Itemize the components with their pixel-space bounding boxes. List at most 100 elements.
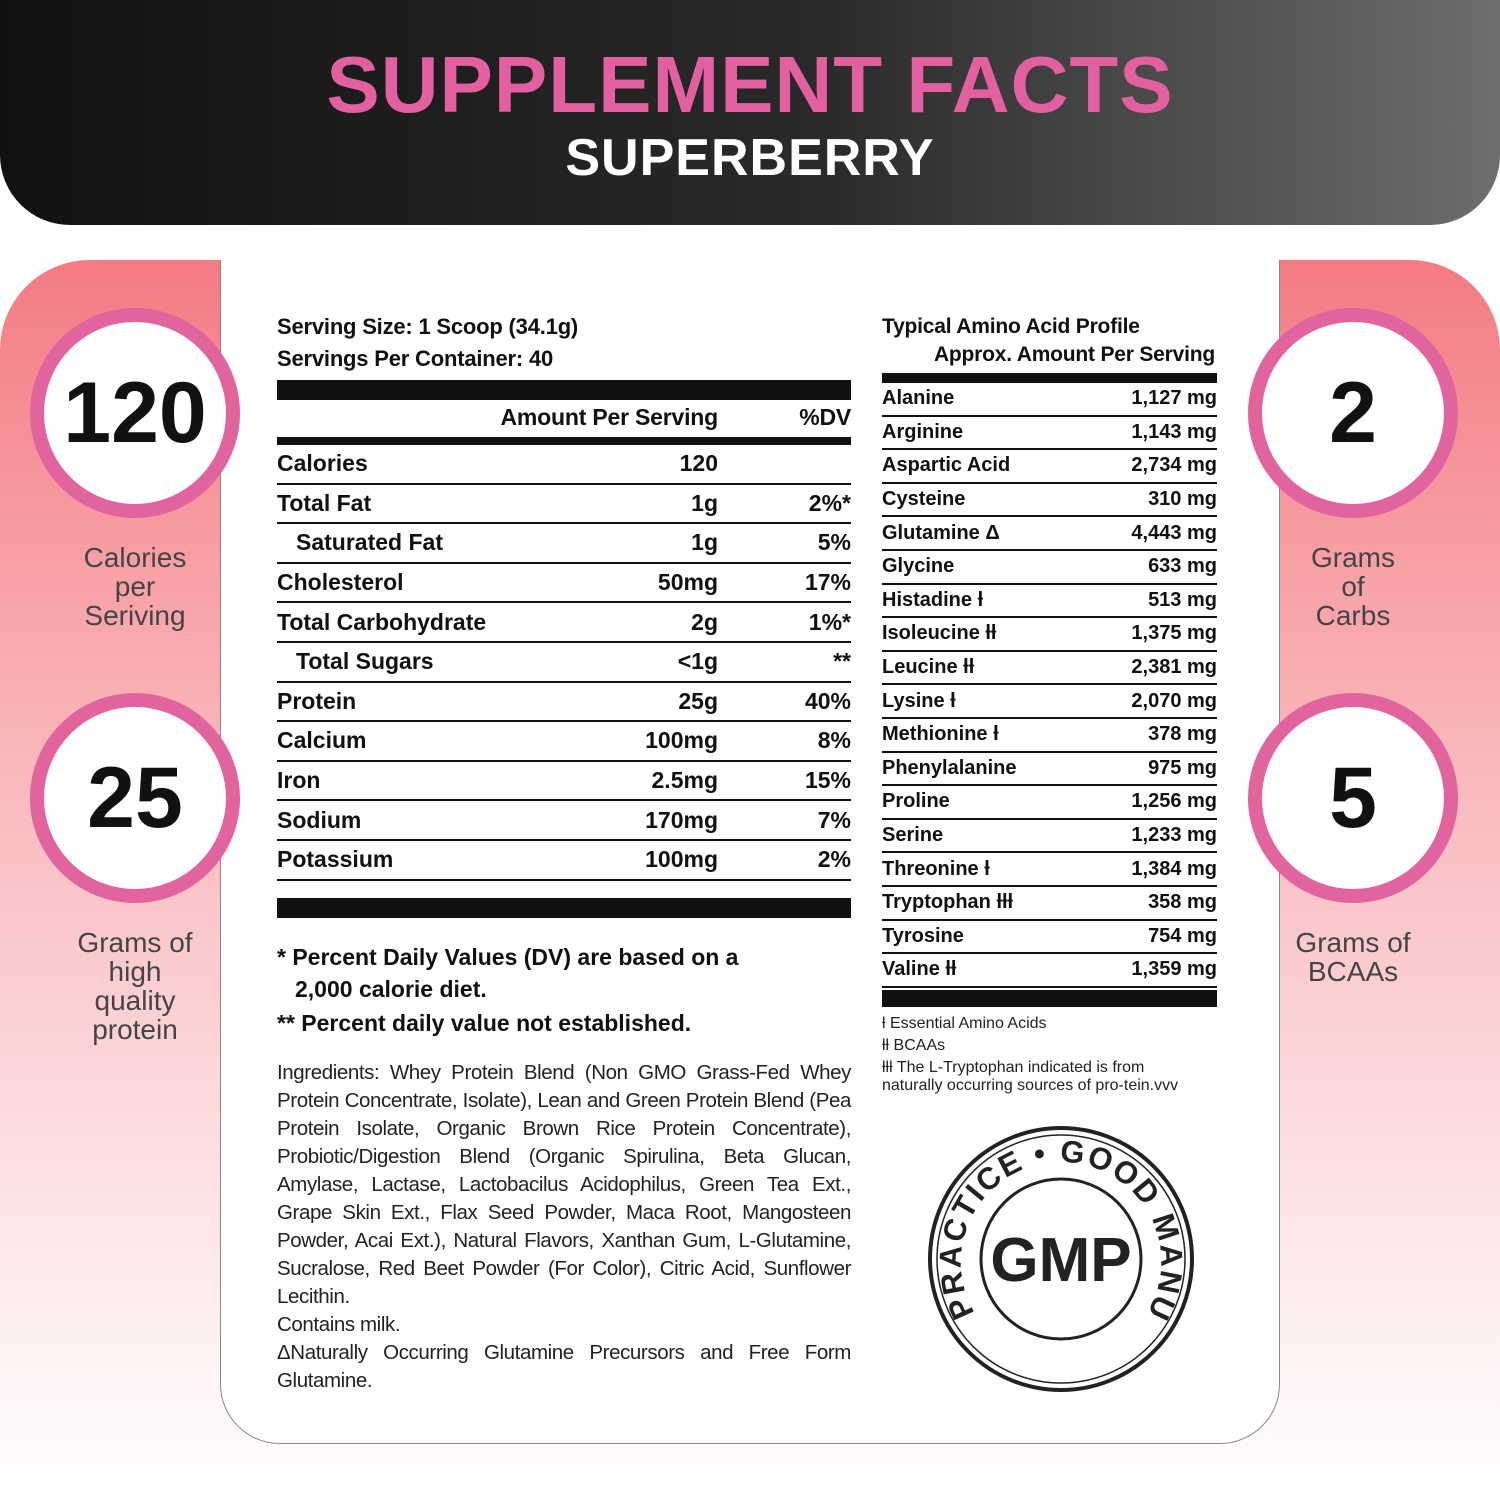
amino-amount: 2,734 mg [1131, 454, 1217, 477]
header-banner [0, 0, 1500, 225]
nutrient-dv: 17% [804, 569, 851, 596]
amino-name: Threonine ƚ [882, 857, 990, 880]
badge-label-line: Grams of [77, 927, 193, 958]
amino-amount: 633 mg [1148, 555, 1217, 578]
nutrient-name: Iron [277, 767, 321, 794]
badge-label-line: Calories [83, 542, 187, 573]
amino-row: Cysteine 310 mg [882, 484, 1217, 518]
facts-row: Potassium 100mg 2% [277, 841, 851, 881]
amino-amount: 2,381 mg [1131, 656, 1217, 679]
amino-amount: 754 mg [1148, 924, 1217, 947]
amino-name: Tryptophan ƚƚƚ [882, 891, 1014, 914]
badge-label-line: Grams [1311, 542, 1395, 573]
facts-row: Protein 25g 40% [277, 683, 851, 723]
amino-note: ƚƚƚ The L-Tryptophan indicated is from n… [882, 1059, 1179, 1094]
nutrient-amount: 50mg [657, 569, 718, 596]
badge-label: Grams of Carbs [1233, 543, 1473, 630]
amino-row: Proline 1,256 mg [882, 786, 1217, 820]
nutrient-amount: 1g [691, 529, 718, 556]
facts-row: Total Sugars <1g ** [277, 643, 851, 683]
nutrient-amount: 25g [678, 687, 718, 714]
amino-name: Arginine [882, 420, 964, 443]
nutrient-dv: 15% [804, 767, 851, 794]
facts-row: Iron 2.5mg 15% [277, 762, 851, 802]
nutrient-dv: ** [833, 648, 851, 675]
badge-number: 25 [30, 693, 240, 903]
amino-row: Methionine ƚ 378 mg [882, 719, 1217, 753]
amino-amount: 1,233 mg [1131, 824, 1217, 847]
amino-name: Alanine [882, 387, 955, 410]
badge-label: Calories per Seriving [15, 543, 255, 630]
amino-note: ƚƚ BCAAs [882, 1037, 946, 1054]
badge-label-line: BCAAs [1307, 956, 1399, 987]
rule [882, 990, 1217, 1007]
amino-amount: 1,127 mg [1131, 387, 1217, 410]
amino-name: Isoleucine ƚƚ [882, 622, 997, 645]
rule [277, 898, 851, 918]
facts-row: Cholesterol 50mg 17% [277, 564, 851, 604]
amino-row: Serine 1,233 mg [882, 820, 1217, 854]
nutrient-amount: 120 [679, 450, 718, 477]
amino-name: Glycine [882, 555, 955, 578]
badge-label-line: Grams of [1295, 927, 1411, 958]
nutrient-amount: 100mg [645, 727, 718, 754]
nutrient-name: Saturated Fat [296, 529, 443, 556]
ingredient-paragraph: Ingredients: Whey Protein Blend (Non GMO… [277, 1061, 851, 1308]
amino-note: ƚ Essential Amino Acids [882, 1015, 1047, 1032]
amino-amount: 1,375 mg [1131, 622, 1217, 645]
amino-name: Valine ƚƚ [882, 958, 957, 981]
ingredients: Ingredients: Whey Protein Blend (Non GMO… [277, 1059, 851, 1395]
amino-name: Proline [882, 790, 950, 813]
amino-row: Glutamine Δ 4,443 mg [882, 517, 1217, 551]
nutrient-name: Calories [277, 450, 368, 477]
nutrient-amount: 100mg [645, 846, 718, 873]
amino-row: Arginine 1,143 mg [882, 417, 1217, 451]
badge-label-line: Seriving [84, 600, 186, 631]
nutrient-dv: 2%* [808, 489, 851, 516]
amino-amount: 1,359 mg [1131, 958, 1217, 981]
ingredient-paragraph: Contains milk. [277, 1313, 401, 1336]
badge-label-line: of [1341, 571, 1365, 602]
nutrient-dv: 8% [817, 727, 851, 754]
serving-size: Serving Size: 1 Scoop (34.1g) [277, 314, 579, 339]
rule [277, 437, 851, 445]
facts-row: Saturated Fat 1g 5% [277, 524, 851, 564]
amino-name: Methionine ƚ [882, 723, 999, 746]
amino-name: Cysteine [882, 488, 966, 511]
amino-row: Leucine ƚƚ 2,381 mg [882, 652, 1217, 686]
nutrient-name: Calcium [277, 727, 367, 754]
amino-notes: ƚ Essential Amino Acids ƚƚ BCAAs ƚƚƚ The L… [882, 1015, 1202, 1099]
amino-name: Histadine ƚ [882, 588, 984, 611]
badge-number: 2 [1248, 308, 1458, 518]
nutrient-dv: 1%* [808, 608, 851, 635]
amino-row: Phenylalanine 975 mg [882, 753, 1217, 787]
subtitle: SUPERBERRY [565, 129, 935, 187]
amino-row: Valine ƚƚ 1,359 mg [882, 954, 1217, 988]
amino-row: Threonine ƚ 1,384 mg [882, 853, 1217, 887]
footnote: * Percent Daily Values (DV) are based on… [277, 944, 739, 1002]
badge-label-line: protein [92, 1014, 178, 1045]
nutrient-name: Cholesterol [277, 569, 404, 596]
rule [277, 380, 851, 400]
amino-amount: 378 mg [1148, 723, 1217, 746]
amino-name: Lysine ƚ [882, 689, 956, 712]
amino-row: Glycine 633 mg [882, 551, 1217, 585]
servings-per-container: Servings Per Container: 40 [277, 346, 554, 371]
seal-center: GMP [990, 1226, 1131, 1295]
nutrient-name: Potassium [277, 846, 394, 873]
column-header: Amount Per Serving [500, 404, 719, 430]
amino-amount: 1,143 mg [1131, 420, 1217, 443]
nutrient-name: Total Sugars [296, 648, 434, 675]
nutrient-amount: 2g [691, 608, 718, 635]
nutrient-name: Protein [277, 687, 357, 714]
amino-subtitle: Approx. Amount Per Serving [933, 343, 1215, 366]
facts-row: Calories 120 [277, 445, 851, 485]
nutrient-amount: <1g [677, 648, 718, 675]
gmp-seal: PRACTICE • GOOD MANUFACTURING GMP [925, 1123, 1194, 1392]
amino-row: Alanine 1,127 mg [882, 383, 1217, 417]
amino-title: Typical Amino Acid Profile [882, 315, 1140, 338]
badge-number: 5 [1248, 693, 1458, 903]
amino-amount: 4,443 mg [1131, 521, 1217, 544]
nutrient-name: Total Carbohydrate [277, 608, 487, 635]
